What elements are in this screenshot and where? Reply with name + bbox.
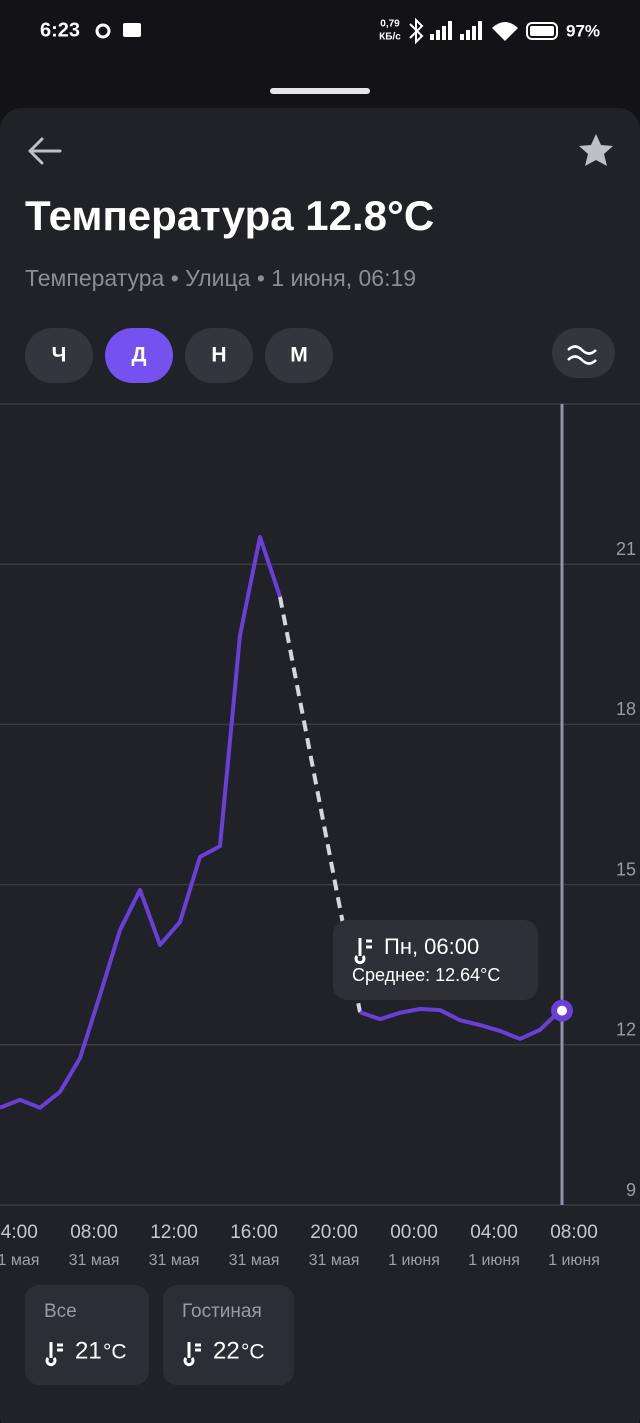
period-tab[interactable] [185, 328, 253, 383]
room-unit: °C [103, 1341, 127, 1364]
x-tick-label: 12:00 [150, 1222, 198, 1243]
back-button[interactable] [28, 137, 62, 165]
favorite-button[interactable] [579, 134, 613, 166]
x-tick-date: 1 июня [388, 1252, 440, 1269]
message-icon [123, 23, 141, 37]
line-series [0, 534, 282, 1110]
x-tick-label: 08:00 [550, 1222, 598, 1243]
bluetooth-icon [409, 17, 424, 45]
period-tab[interactable] [25, 328, 93, 383]
period-tab-label: Ч [52, 344, 67, 367]
x-tick-date: 31 мая [69, 1252, 120, 1269]
room-card[interactable] [163, 1285, 294, 1385]
compare-icon [567, 345, 597, 365]
clock: 6:23 [40, 19, 80, 41]
page-subtitle: Температура • Улица • 1 июня, 06:19 [25, 265, 416, 291]
tooltip-title: Пн, 06:00 [384, 934, 479, 959]
x-tick-label: 04:00 [470, 1222, 518, 1243]
x-tick-date: 31 мая [149, 1252, 200, 1269]
battery-text: 97% [566, 21, 600, 40]
x-tick-date: 1 июня [468, 1252, 520, 1269]
sheet [0, 108, 640, 1423]
battery-icon [526, 22, 558, 40]
period-tab[interactable] [265, 328, 333, 383]
room-value: 21 [75, 1337, 102, 1364]
compare-button[interactable] [552, 328, 615, 378]
room-icon [45, 1342, 63, 1367]
page-title: Температура 12.8°C [25, 192, 434, 239]
x-tick-label: 20:00 [310, 1222, 358, 1243]
cursor-point-center [557, 1005, 567, 1016]
x-tick-date: 31 мая [309, 1252, 360, 1269]
room-card[interactable] [25, 1285, 149, 1385]
period-tab-label: Д [132, 344, 147, 367]
room-unit: °C [241, 1341, 265, 1364]
x-tick-label: 04:00 [0, 1222, 38, 1243]
line-series [359, 1007, 562, 1041]
x-tick-date: 31 мая [0, 1252, 39, 1269]
period-tab-label: Н [211, 344, 226, 367]
notification-icon [95, 23, 111, 39]
net-speed: 0,79 [380, 19, 400, 30]
net-unit: КБ/с [379, 32, 401, 43]
period-tab[interactable] [105, 328, 173, 383]
wifi-icon [492, 22, 518, 41]
room-value: 22 [213, 1337, 240, 1364]
room-icon [183, 1342, 201, 1367]
y-tick-label: 21 [616, 539, 636, 559]
tooltip [333, 920, 538, 1000]
x-tick-date: 31 мая [229, 1252, 280, 1269]
x-tick-label: 16:00 [230, 1222, 278, 1243]
room-name: Гостиная [182, 1301, 262, 1322]
x-tick-date: 1 июня [548, 1252, 600, 1269]
signal-icon [430, 21, 482, 40]
chart: 9 12 15 18 21 04:00 31 мая 08:00 31 мая 12:00 31 м… [0, 404, 640, 1269]
tooltip-text: Среднее: 12.64°C [352, 965, 500, 985]
period-tab-label: М [290, 344, 308, 367]
x-tick-label: 00:00 [390, 1222, 438, 1243]
sheet-handle [270, 88, 370, 94]
tooltip-icon [354, 938, 372, 965]
room-name: Все [44, 1301, 77, 1322]
y-tick-label: 18 [616, 699, 636, 719]
y-tick-label: 12 [616, 1020, 636, 1040]
battery-level [530, 26, 554, 36]
y-tick-label: 9 [626, 1180, 636, 1200]
y-tick-label: 15 [616, 859, 636, 879]
x-tick-label: 08:00 [70, 1222, 118, 1243]
